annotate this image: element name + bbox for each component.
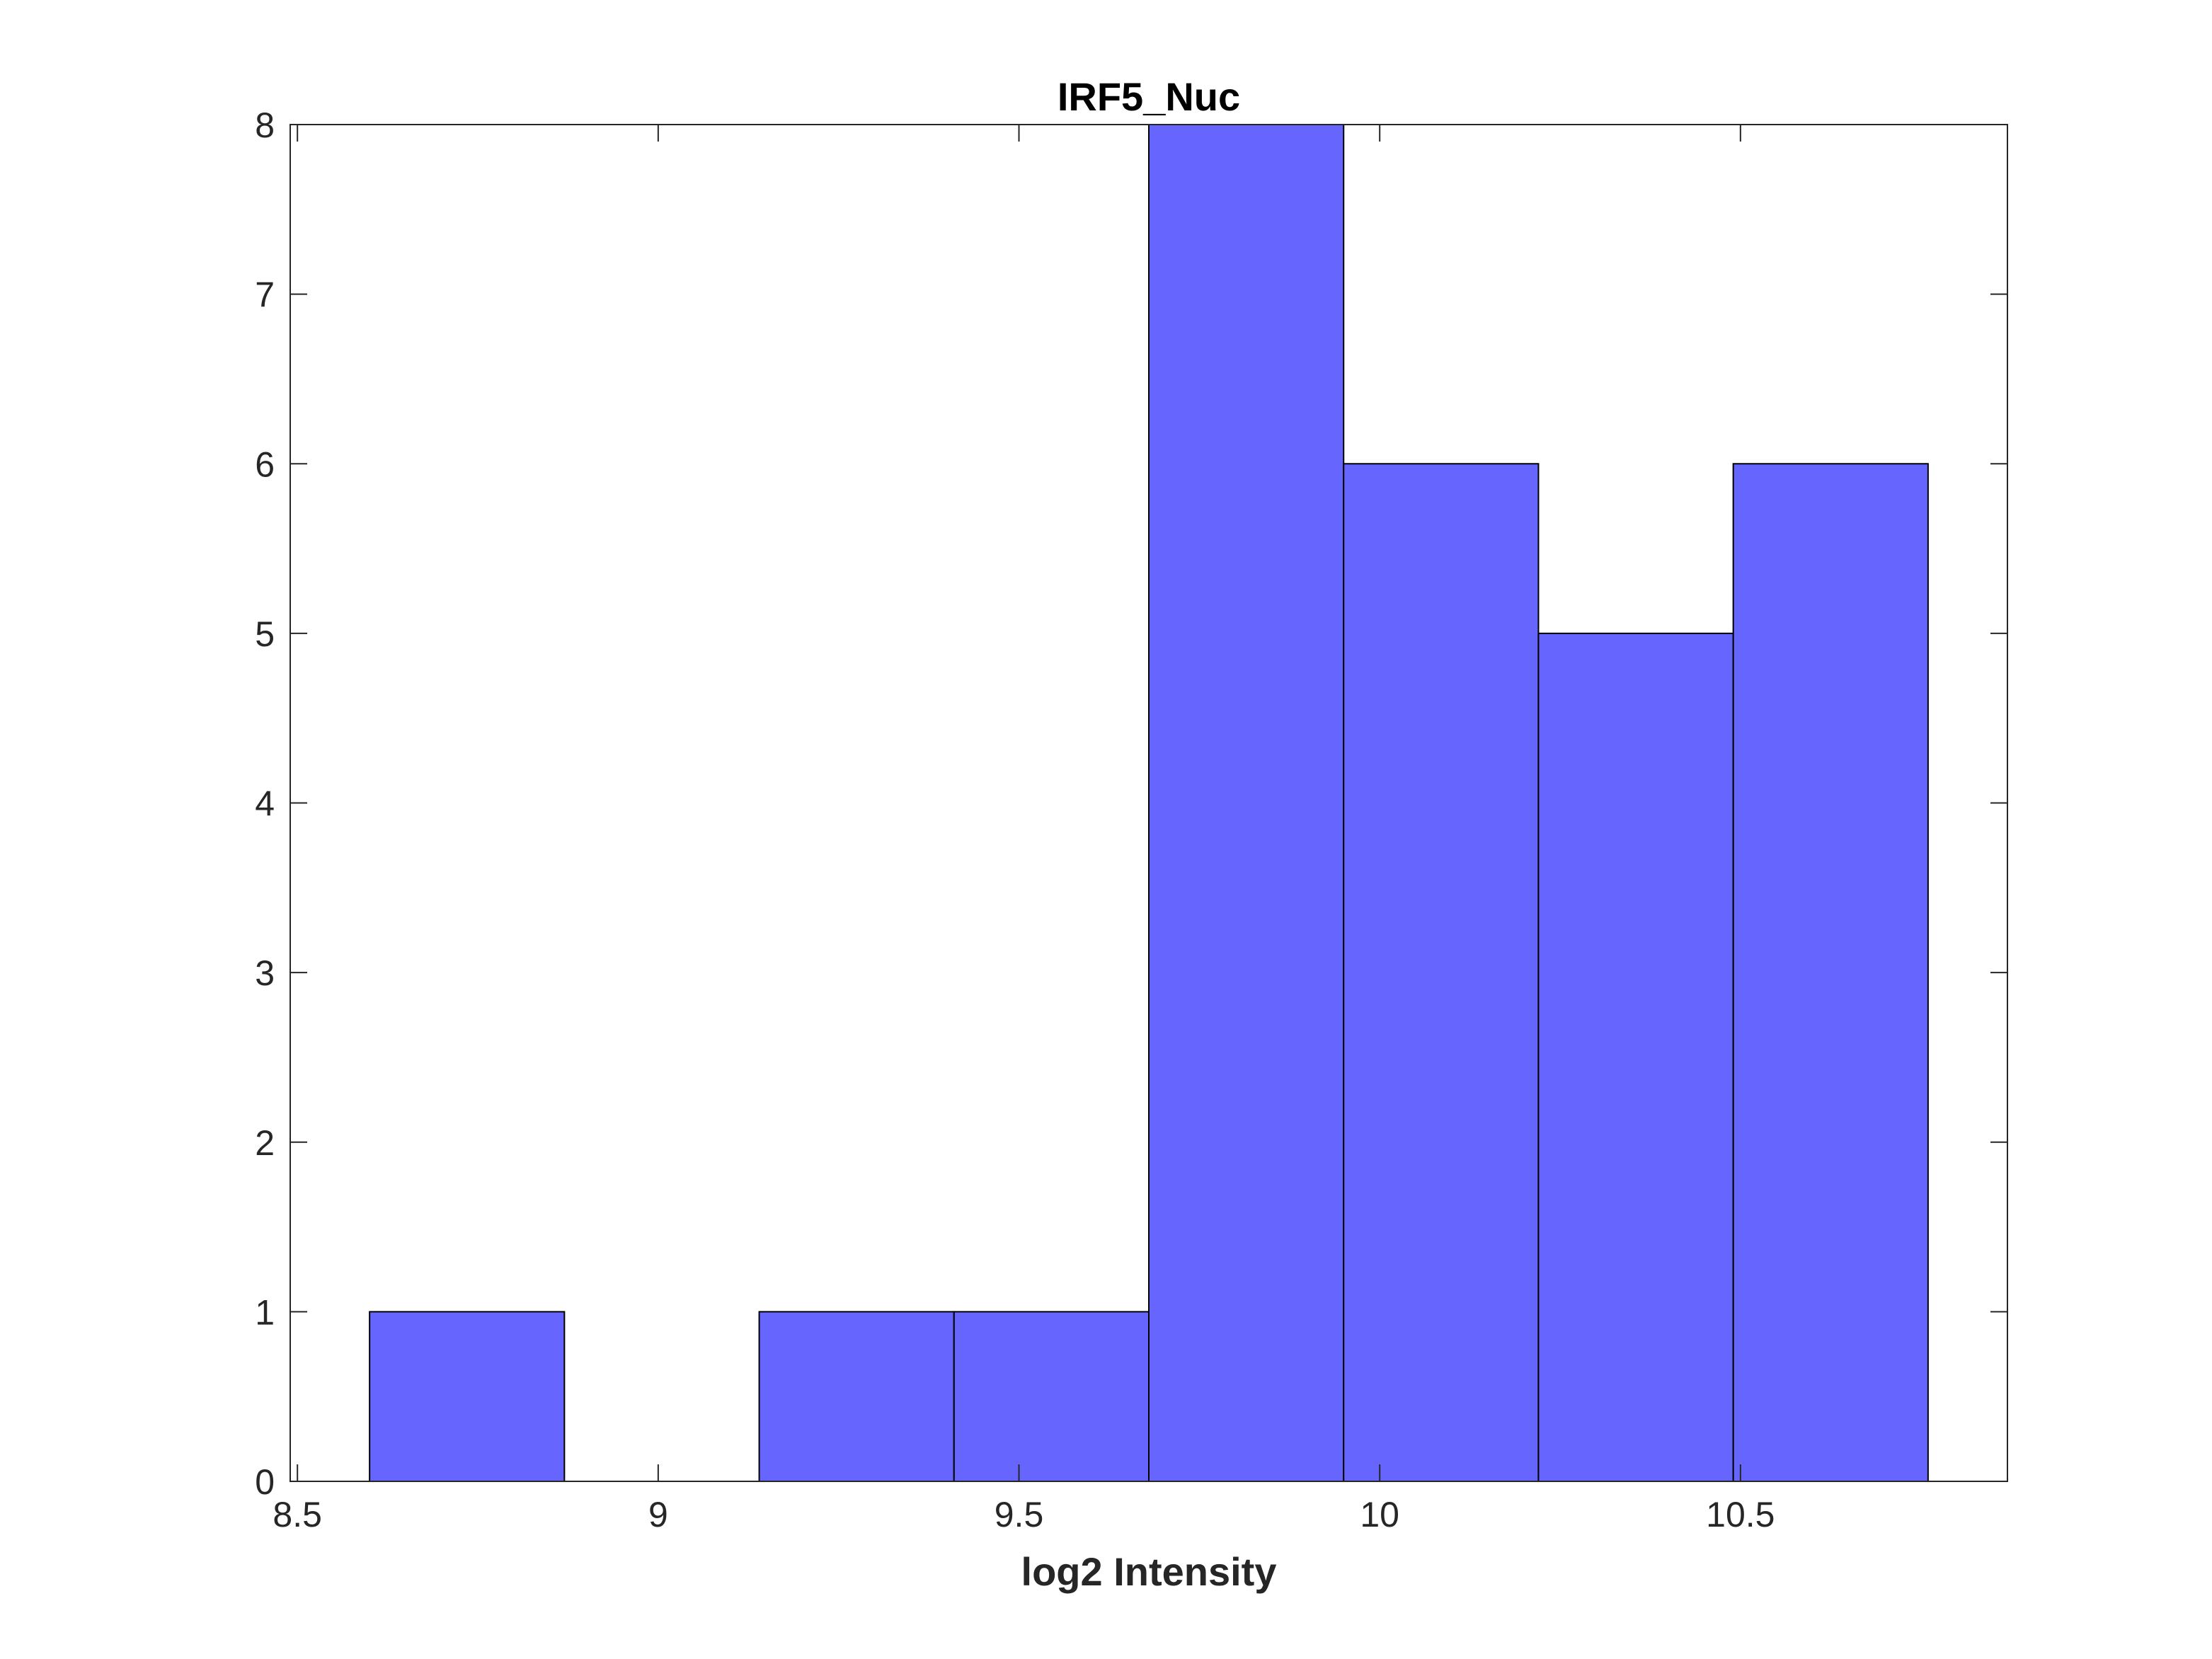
x-tick-label: 8.5 xyxy=(273,1495,322,1534)
histogram-bar xyxy=(1148,124,1345,1482)
axes-box xyxy=(290,124,2008,1482)
histogram-bar xyxy=(953,1311,1150,1482)
histogram-bar xyxy=(1537,632,1734,1482)
tick-labels-group: 8.5 9 9.5 10 10.5 0 1 2 3 4 5 6 7 8 xyxy=(255,105,1775,1534)
histogram-bar xyxy=(1343,463,1540,1482)
x-tick-label: 9 xyxy=(648,1495,668,1534)
x-tick-label: 10.5 xyxy=(1706,1495,1775,1534)
histogram-bar xyxy=(369,1311,566,1482)
histogram-bar xyxy=(1732,463,1929,1482)
y-tick-label: 0 xyxy=(255,1462,275,1502)
chart-title: IRF5_Nuc xyxy=(1058,74,1240,119)
y-tick-label: 5 xyxy=(255,614,275,654)
x-tick-label: 9.5 xyxy=(995,1495,1044,1534)
y-tick-label: 3 xyxy=(255,953,275,993)
y-tick-label: 4 xyxy=(255,784,275,824)
y-tick-label: 1 xyxy=(255,1292,275,1332)
histogram-bar xyxy=(758,1311,955,1482)
y-tick-label: 6 xyxy=(255,444,275,484)
x-tick-label: 10 xyxy=(1360,1495,1399,1534)
y-tick-label: 2 xyxy=(255,1123,275,1163)
y-tick-label: 8 xyxy=(255,105,275,145)
y-tick-label: 7 xyxy=(255,275,275,315)
x-axis-label: log2 Intensity xyxy=(1021,1549,1277,1594)
